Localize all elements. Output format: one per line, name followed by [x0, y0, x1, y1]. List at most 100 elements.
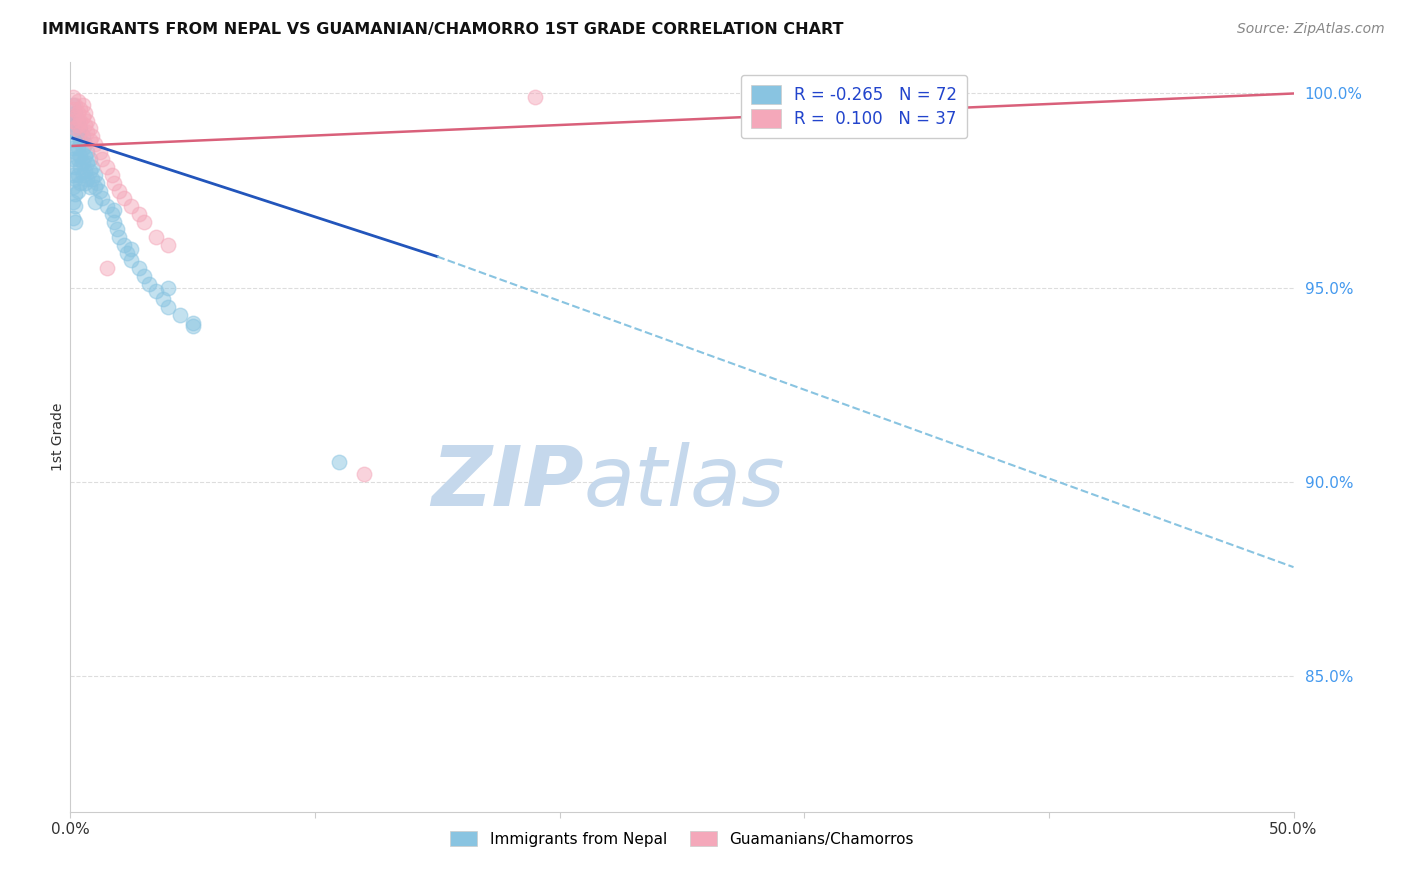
Point	[524, 90, 547, 104]
Point	[101, 207, 124, 221]
Point	[66, 113, 89, 128]
Point	[103, 214, 125, 228]
Point	[79, 179, 101, 194]
Point	[73, 164, 96, 178]
Point	[66, 168, 89, 182]
Point	[63, 106, 86, 120]
Point	[72, 141, 94, 155]
Point	[62, 153, 84, 167]
Point	[128, 207, 150, 221]
Point	[73, 118, 96, 132]
Point	[76, 172, 98, 186]
Point	[83, 179, 105, 194]
Point	[108, 184, 131, 198]
Point	[128, 261, 150, 276]
Point	[79, 164, 101, 178]
Point	[79, 133, 101, 147]
Point	[72, 156, 94, 170]
Point	[63, 161, 86, 175]
Point	[66, 106, 89, 120]
Point	[63, 145, 86, 159]
Point	[157, 280, 180, 294]
Point	[69, 121, 91, 136]
Point	[62, 211, 84, 225]
Point	[132, 214, 155, 228]
Point	[82, 172, 104, 186]
Point	[79, 153, 101, 167]
Text: IMMIGRANTS FROM NEPAL VS GUAMANIAN/CHAMORRO 1ST GRADE CORRELATION CHART: IMMIGRANTS FROM NEPAL VS GUAMANIAN/CHAMO…	[42, 22, 844, 37]
Point	[145, 285, 167, 299]
Point	[63, 187, 86, 202]
Point	[66, 141, 89, 155]
Point	[76, 156, 98, 170]
Point	[62, 168, 84, 182]
Point	[66, 125, 89, 139]
Point	[96, 199, 118, 213]
Point	[73, 136, 96, 151]
Point	[103, 202, 125, 217]
Point	[72, 110, 94, 124]
Point	[63, 133, 86, 147]
Point	[62, 179, 84, 194]
Point	[69, 113, 91, 128]
Point	[138, 277, 160, 291]
Point	[96, 161, 118, 175]
Point	[79, 121, 101, 136]
Point	[63, 199, 86, 213]
Point	[63, 172, 86, 186]
Point	[91, 191, 114, 205]
Y-axis label: 1st Grade: 1st Grade	[51, 403, 65, 471]
Point	[169, 308, 191, 322]
Point	[157, 238, 180, 252]
Point	[328, 455, 350, 469]
Point	[89, 145, 111, 159]
Point	[145, 230, 167, 244]
Point	[62, 98, 84, 112]
Text: ZIP: ZIP	[432, 442, 583, 523]
Point	[69, 125, 91, 139]
Point	[152, 292, 174, 306]
Point	[132, 268, 155, 283]
Legend: Immigrants from Nepal, Guamanians/Chamorros: Immigrants from Nepal, Guamanians/Chamor…	[444, 824, 920, 853]
Point	[96, 261, 118, 276]
Point	[72, 168, 94, 182]
Point	[83, 136, 105, 151]
Point	[121, 253, 143, 268]
Point	[66, 184, 89, 198]
Point	[112, 238, 135, 252]
Point	[121, 242, 143, 256]
Point	[62, 141, 84, 155]
Point	[76, 145, 98, 159]
Point	[69, 133, 91, 147]
Point	[69, 102, 91, 116]
Point	[103, 176, 125, 190]
Point	[86, 176, 108, 190]
Point	[73, 106, 96, 120]
Point	[112, 191, 135, 205]
Point	[83, 195, 105, 210]
Point	[62, 125, 84, 139]
Point	[69, 176, 91, 190]
Point	[73, 148, 96, 162]
Point	[82, 161, 104, 175]
Point	[62, 102, 84, 116]
Point	[62, 90, 84, 104]
Point	[181, 316, 204, 330]
Point	[62, 113, 84, 128]
Point	[72, 129, 94, 144]
Point	[181, 319, 204, 334]
Point	[69, 161, 91, 175]
Point	[63, 110, 86, 124]
Point	[83, 168, 105, 182]
Point	[89, 184, 111, 198]
Point	[115, 245, 138, 260]
Point	[108, 230, 131, 244]
Point	[69, 148, 91, 162]
Point	[76, 125, 98, 139]
Point	[62, 110, 84, 124]
Point	[66, 95, 89, 109]
Point	[73, 176, 96, 190]
Point	[76, 113, 98, 128]
Point	[63, 121, 86, 136]
Point	[63, 214, 86, 228]
